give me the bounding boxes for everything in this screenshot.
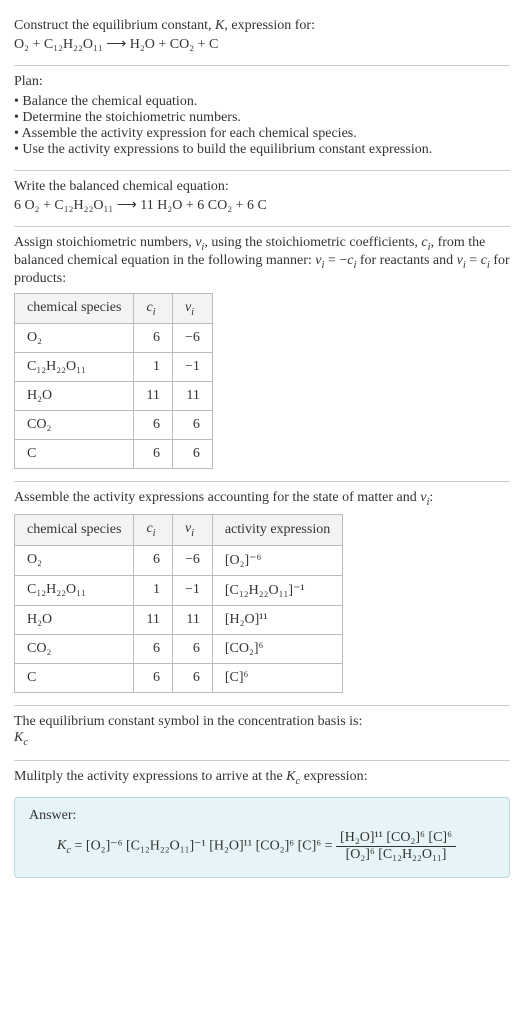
- activity-intro: Assemble the activity expressions accoun…: [14, 490, 510, 508]
- multiply-line: Mulitply the activity expressions to arr…: [14, 769, 510, 787]
- cell-species: O₂: [15, 545, 134, 575]
- table-row: CO₂ 6 6: [15, 411, 213, 440]
- cell-v: 11: [172, 382, 212, 411]
- col-v: νi: [172, 515, 212, 546]
- cell-species: CO₂: [15, 411, 134, 440]
- symbol-line: The equilibrium constant symbol in the c…: [14, 714, 510, 730]
- cell-species: C: [15, 440, 134, 469]
- plan-item: Assemble the activity expression for eac…: [14, 126, 510, 142]
- cell-v: −6: [172, 545, 212, 575]
- cell-species: CO₂: [15, 634, 134, 663]
- table-row: C₁₂H₂₂O₁₁ 1 −1: [15, 353, 213, 382]
- cell-v: 6: [172, 663, 212, 692]
- cell-c: 1: [134, 575, 172, 605]
- plan-list: Balance the chemical equation. Determine…: [14, 94, 510, 158]
- cell-species: C₁₂H₂₂O₁₁: [15, 353, 134, 382]
- cell-c: 6: [134, 440, 172, 469]
- symbol-section: The equilibrium constant symbol in the c…: [14, 706, 510, 761]
- cell-v: 6: [172, 440, 212, 469]
- table-row: H₂O 11 11: [15, 382, 213, 411]
- table-row: O₂ 6 −6 [O₂]⁻⁶: [15, 545, 343, 575]
- fraction: [H₂O]¹¹ [CO₂]⁶ [C]⁶ [O₂]⁶ [C₁₂H₂₂O₁₁]: [336, 830, 456, 863]
- plan-item: Use the activity expressions to build th…: [14, 142, 510, 158]
- cell-c: 6: [134, 634, 172, 663]
- stoich-table: chemical species ci νi O₂ 6 −6 C₁₂H₂₂O₁₁…: [14, 293, 213, 470]
- table-row: C₁₂H₂₂O₁₁ 1 −1 [C₁₂H₂₂O₁₁]⁻¹: [15, 575, 343, 605]
- activity-table: chemical species ci νi activity expressi…: [14, 514, 343, 693]
- col-c: ci: [134, 515, 172, 546]
- table-row: C 6 6: [15, 440, 213, 469]
- cell-c: 11: [134, 605, 172, 634]
- plan-item: Determine the stoichiometric numbers.: [14, 110, 510, 126]
- answer-label: Answer:: [29, 808, 495, 824]
- intro-equation: O₂ + C₁₂H₂₂O₁₁ ⟶ H₂O + CO₂ + C: [14, 36, 510, 53]
- table-header-row: chemical species ci νi activity expressi…: [15, 515, 343, 546]
- cell-species: O₂: [15, 324, 134, 353]
- plan-section: Plan: Balance the chemical equation. Det…: [14, 66, 510, 171]
- cell-v: −1: [172, 575, 212, 605]
- cell-c: 6: [134, 663, 172, 692]
- cell-species: C₁₂H₂₂O₁₁: [15, 575, 134, 605]
- cell-v: −6: [172, 324, 212, 353]
- cell-c: 6: [134, 324, 172, 353]
- cell-species: C: [15, 663, 134, 692]
- col-species: chemical species: [15, 515, 134, 546]
- balanced-equation: 6 O₂ + C₁₂H₂₂O₁₁ ⟶ 11 H₂O + 6 CO₂ + 6 C: [14, 197, 510, 214]
- cell-expr: [H₂O]¹¹: [212, 605, 342, 634]
- fraction-denominator: [O₂]⁶ [C₁₂H₂₂O₁₁]: [336, 847, 456, 863]
- cell-v: −1: [172, 353, 212, 382]
- col-species: chemical species: [15, 293, 134, 324]
- table-row: O₂ 6 −6: [15, 324, 213, 353]
- intro-section: Construct the equilibrium constant, K, e…: [14, 10, 510, 66]
- answer-box: Answer: Kc = [O₂]⁻⁶ [C₁₂H₂₂O₁₁]⁻¹ [H₂O]¹…: [14, 797, 510, 878]
- fraction-numerator: [H₂O]¹¹ [CO₂]⁶ [C]⁶: [336, 830, 456, 847]
- stoich-section: Assign stoichiometric numbers, νi, using…: [14, 227, 510, 482]
- col-v: νi: [172, 293, 212, 324]
- table-row: H₂O 11 11 [H₂O]¹¹: [15, 605, 343, 634]
- cell-v: 11: [172, 605, 212, 634]
- cell-v: 6: [172, 411, 212, 440]
- plan-header: Plan:: [14, 74, 510, 90]
- cell-expr: [O₂]⁻⁶: [212, 545, 342, 575]
- cell-v: 6: [172, 634, 212, 663]
- col-expr: activity expression: [212, 515, 342, 546]
- table-header-row: chemical species ci νi: [15, 293, 213, 324]
- cell-c: 1: [134, 353, 172, 382]
- answer-expression: Kc = [O₂]⁻⁶ [C₁₂H₂₂O₁₁]⁻¹ [H₂O]¹¹ [CO₂]⁶…: [29, 830, 495, 863]
- stoich-intro: Assign stoichiometric numbers, νi, using…: [14, 235, 510, 287]
- cell-expr: [C]⁶: [212, 663, 342, 692]
- col-c: ci: [134, 293, 172, 324]
- table-row: C 6 6 [C]⁶: [15, 663, 343, 692]
- plan-item: Balance the chemical equation.: [14, 94, 510, 110]
- multiply-section: Mulitply the activity expressions to arr…: [14, 761, 510, 791]
- cell-c: 6: [134, 545, 172, 575]
- cell-c: 6: [134, 411, 172, 440]
- balanced-section: Write the balanced chemical equation: 6 …: [14, 171, 510, 227]
- activity-section: Assemble the activity expressions accoun…: [14, 482, 510, 706]
- cell-expr: [C₁₂H₂₂O₁₁]⁻¹: [212, 575, 342, 605]
- cell-species: H₂O: [15, 605, 134, 634]
- symbol-kc: Kc: [14, 730, 510, 748]
- cell-species: H₂O: [15, 382, 134, 411]
- balanced-header: Write the balanced chemical equation:: [14, 179, 510, 195]
- intro-line: Construct the equilibrium constant, K, e…: [14, 18, 510, 34]
- cell-expr: [CO₂]⁶: [212, 634, 342, 663]
- cell-c: 11: [134, 382, 172, 411]
- table-row: CO₂ 6 6 [CO₂]⁶: [15, 634, 343, 663]
